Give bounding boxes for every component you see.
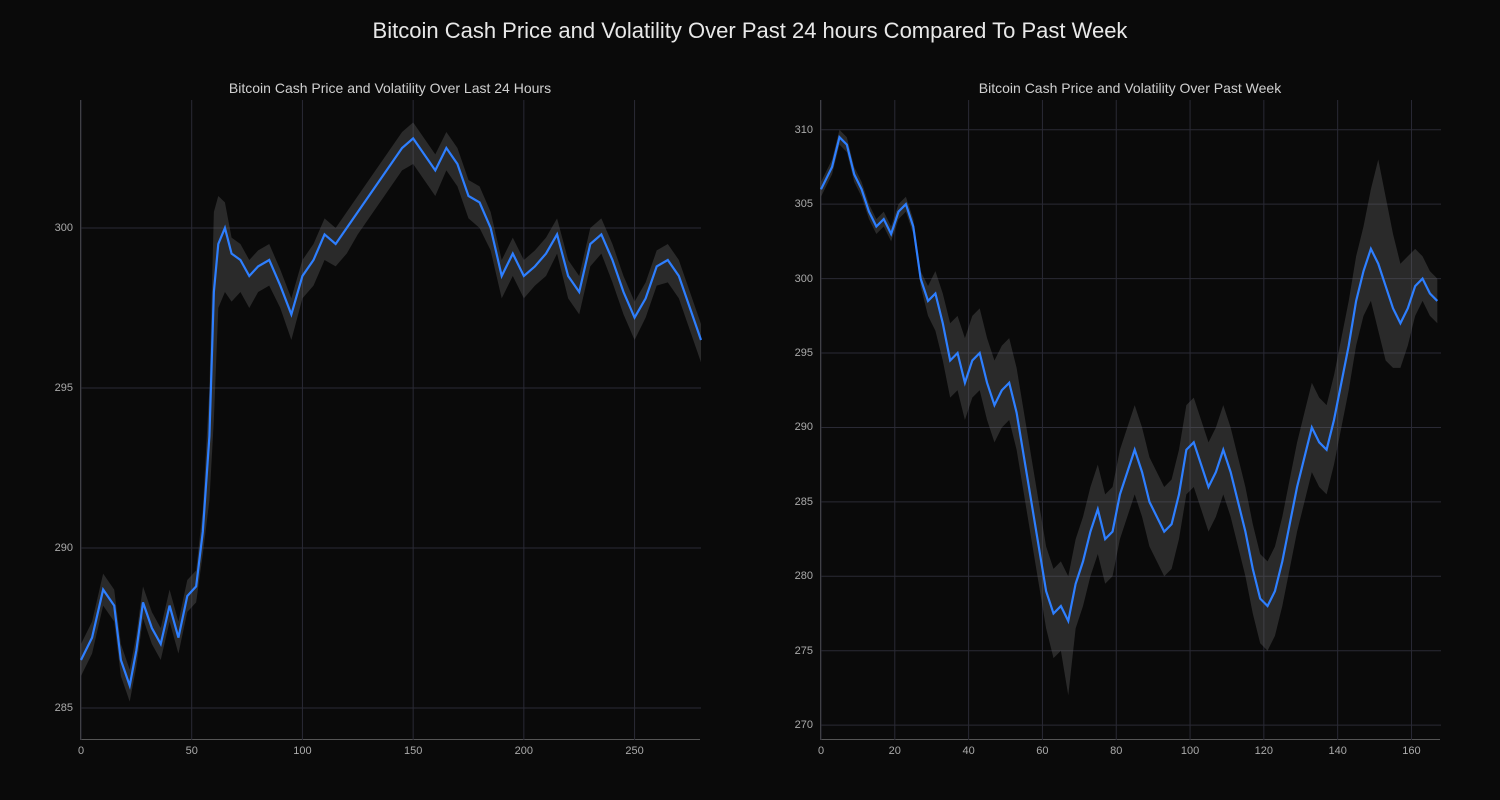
y-tick-label: 270 bbox=[795, 719, 821, 731]
x-tick-label: 250 bbox=[625, 739, 643, 757]
chart-svg-week bbox=[821, 100, 1441, 740]
plot-area-week: 0204060801001201401602702752802852902953… bbox=[820, 100, 1440, 740]
x-tick-label: 40 bbox=[962, 739, 974, 757]
subplot-week-title: Bitcoin Cash Price and Volatility Over P… bbox=[820, 80, 1440, 96]
y-tick-label: 285 bbox=[795, 496, 821, 508]
subplot-24h-title: Bitcoin Cash Price and Volatility Over L… bbox=[80, 80, 700, 96]
y-tick-label: 300 bbox=[795, 273, 821, 285]
subplot-24h: Bitcoin Cash Price and Volatility Over L… bbox=[80, 100, 700, 740]
y-tick-label: 290 bbox=[795, 421, 821, 433]
y-tick-label: 305 bbox=[795, 198, 821, 210]
price-line bbox=[81, 138, 701, 685]
x-tick-label: 160 bbox=[1402, 739, 1420, 757]
y-tick-label: 295 bbox=[795, 347, 821, 359]
volatility-band bbox=[821, 130, 1437, 696]
x-tick-label: 100 bbox=[1181, 739, 1199, 757]
x-tick-label: 100 bbox=[293, 739, 311, 757]
y-tick-label: 275 bbox=[795, 645, 821, 657]
x-tick-label: 200 bbox=[515, 739, 533, 757]
chart-svg-24h bbox=[81, 100, 701, 740]
x-tick-label: 150 bbox=[404, 739, 422, 757]
y-tick-label: 280 bbox=[795, 570, 821, 582]
y-tick-label: 310 bbox=[795, 124, 821, 136]
y-tick-label: 285 bbox=[55, 702, 81, 714]
x-tick-label: 120 bbox=[1255, 739, 1273, 757]
y-tick-label: 290 bbox=[55, 542, 81, 554]
figure: Bitcoin Cash Price and Volatility Over P… bbox=[0, 0, 1500, 800]
y-tick-label: 300 bbox=[55, 222, 81, 234]
x-tick-label: 20 bbox=[889, 739, 901, 757]
volatility-band bbox=[81, 122, 701, 701]
x-tick-label: 0 bbox=[78, 739, 84, 757]
x-tick-label: 0 bbox=[818, 739, 824, 757]
plot-area-24h: 050100150200250285290295300 bbox=[80, 100, 700, 740]
figure-suptitle: Bitcoin Cash Price and Volatility Over P… bbox=[0, 18, 1500, 44]
x-tick-label: 80 bbox=[1110, 739, 1122, 757]
subplot-week: Bitcoin Cash Price and Volatility Over P… bbox=[820, 100, 1440, 740]
x-tick-label: 140 bbox=[1328, 739, 1346, 757]
x-tick-label: 50 bbox=[186, 739, 198, 757]
y-tick-label: 295 bbox=[55, 382, 81, 394]
x-tick-label: 60 bbox=[1036, 739, 1048, 757]
